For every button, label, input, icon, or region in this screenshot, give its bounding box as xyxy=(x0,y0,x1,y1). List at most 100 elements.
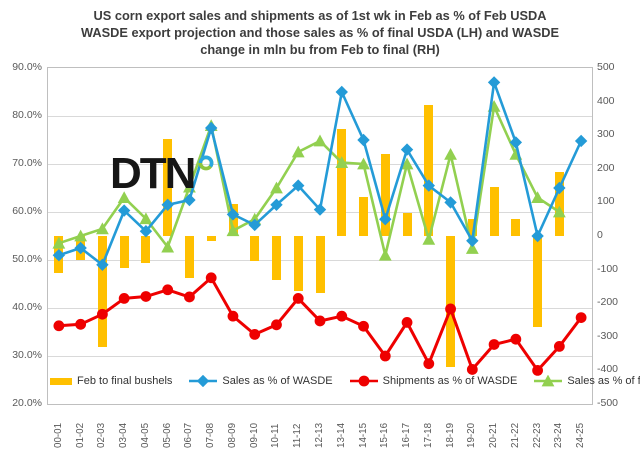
bar-feb-to-final xyxy=(446,236,456,367)
x-axis-tick-label: 22-23 xyxy=(531,422,543,448)
triangle-marker xyxy=(541,375,555,387)
diamond-marker xyxy=(553,181,566,195)
diamond-marker xyxy=(357,133,370,147)
circle-marker xyxy=(227,310,239,322)
gridline xyxy=(48,308,592,309)
bar-feb-to-final xyxy=(293,236,303,292)
triangle-marker xyxy=(161,240,175,253)
left-axis-tick-label: 50.0% xyxy=(12,253,42,265)
circle-marker xyxy=(445,303,456,315)
circle-marker xyxy=(271,319,282,331)
chart-title: US corn export sales and shipments as of… xyxy=(0,7,640,58)
gridline xyxy=(48,356,592,357)
legend-circle-swatch-icon xyxy=(349,375,378,387)
diamond-marker xyxy=(292,179,305,192)
right-axis-tick-label: -100 xyxy=(597,262,619,275)
circle-marker xyxy=(97,308,108,320)
bar-feb-to-final xyxy=(533,236,543,327)
x-axis-tick-label: 19-20 xyxy=(466,422,478,448)
diamond-marker xyxy=(444,196,457,209)
left-axis-tick-label: 70.0% xyxy=(12,157,42,169)
triangle-marker xyxy=(465,242,479,254)
diamond-marker xyxy=(422,179,435,192)
bar-feb-to-final xyxy=(315,236,325,294)
circle-marker xyxy=(510,333,522,345)
bar-feb-to-final xyxy=(402,212,412,236)
x-axis-tick-label: 00-01 xyxy=(52,422,64,448)
left-axis-tick-label: 40.0% xyxy=(12,301,42,313)
left-axis-tick-label: 90.0% xyxy=(12,61,42,73)
dtn-logo: DTN xyxy=(110,152,215,196)
x-axis-tick-label: 18-19 xyxy=(444,422,456,448)
diamond-marker xyxy=(52,249,66,262)
circle-marker xyxy=(314,315,326,327)
circle-marker xyxy=(358,320,369,332)
triangle-marker xyxy=(335,156,349,168)
circle-marker xyxy=(75,318,87,330)
legend-label: Feb to final bushels xyxy=(77,375,173,387)
plot-area: DTN Feb to final bushels Sales as % of WA… xyxy=(47,67,640,405)
legend-item: Sales as % of final xyxy=(534,375,640,387)
triangle-marker xyxy=(117,191,131,203)
diamond-marker xyxy=(139,225,153,238)
x-axis-tick-label: 07-08 xyxy=(205,422,217,448)
circle-marker xyxy=(184,291,195,303)
x-axis-tick-label: 03-04 xyxy=(118,422,130,448)
triangle-marker xyxy=(378,248,392,261)
right-axis-tick-label: 0 xyxy=(597,229,603,241)
legend-label: Shipments as % of WASDE xyxy=(382,375,518,387)
right-axis-tick-label: -300 xyxy=(597,329,619,342)
x-axis-tick-label: 05-06 xyxy=(161,422,173,448)
circle-marker xyxy=(53,320,65,332)
legend-diamond-swatch-icon xyxy=(189,375,218,387)
circle-marker xyxy=(162,284,174,296)
diamond-marker xyxy=(487,76,501,89)
diamond-marker xyxy=(400,143,414,156)
circle-marker xyxy=(140,291,152,302)
line-series-layer xyxy=(52,76,588,376)
diamond-marker xyxy=(379,213,392,226)
bar-feb-to-final xyxy=(489,187,499,236)
legend-bar-swatch-icon xyxy=(50,377,72,385)
x-axis-tick-label: 11-12 xyxy=(292,423,304,448)
circle-marker xyxy=(488,339,500,350)
bar-feb-to-final xyxy=(206,236,216,241)
circle-marker xyxy=(532,365,543,376)
diamond-marker xyxy=(117,204,131,217)
bar-feb-to-final xyxy=(250,236,260,262)
x-axis-tick-label: 12-13 xyxy=(314,422,325,448)
diamond-marker xyxy=(205,121,218,135)
circle-marker xyxy=(118,293,130,304)
circle-marker xyxy=(336,310,348,322)
bar-feb-to-final xyxy=(163,138,173,236)
triangle-marker xyxy=(357,157,370,170)
x-axis-tick-label: 10-11 xyxy=(270,423,282,448)
circle-marker xyxy=(575,312,587,323)
circle-marker xyxy=(205,272,217,284)
legend-item: Sales as % of WASDE xyxy=(189,375,333,387)
circle-marker xyxy=(358,375,370,387)
x-axis-tick-label: 24-25 xyxy=(575,422,587,448)
chart-title-line-1: US corn export sales and shipments as of… xyxy=(93,8,547,23)
bar-feb-to-final xyxy=(119,236,129,268)
gridline xyxy=(48,164,592,165)
bar-feb-to-final xyxy=(554,172,564,236)
triangle-marker xyxy=(226,224,240,237)
right-axis-tick-label: -200 xyxy=(597,296,619,309)
bar-feb-to-final xyxy=(97,236,107,347)
circle-marker xyxy=(292,293,304,304)
circle-marker xyxy=(466,364,478,375)
diamond-marker xyxy=(197,375,210,387)
line-triangle-series xyxy=(58,101,561,256)
left-axis-tick-label: 80.0% xyxy=(12,109,42,121)
diamond-marker xyxy=(183,193,196,207)
bar-feb-to-final xyxy=(359,197,368,236)
triangle-marker xyxy=(291,145,305,158)
x-axis-tick-label: 08-09 xyxy=(226,422,238,448)
x-axis-tick-label: 14-15 xyxy=(357,422,369,448)
legend-item: Feb to final bushels xyxy=(50,375,172,387)
diamond-marker xyxy=(226,208,240,221)
circle-marker xyxy=(553,341,565,352)
bar-feb-to-final xyxy=(141,236,151,263)
diamond-marker xyxy=(96,258,109,271)
